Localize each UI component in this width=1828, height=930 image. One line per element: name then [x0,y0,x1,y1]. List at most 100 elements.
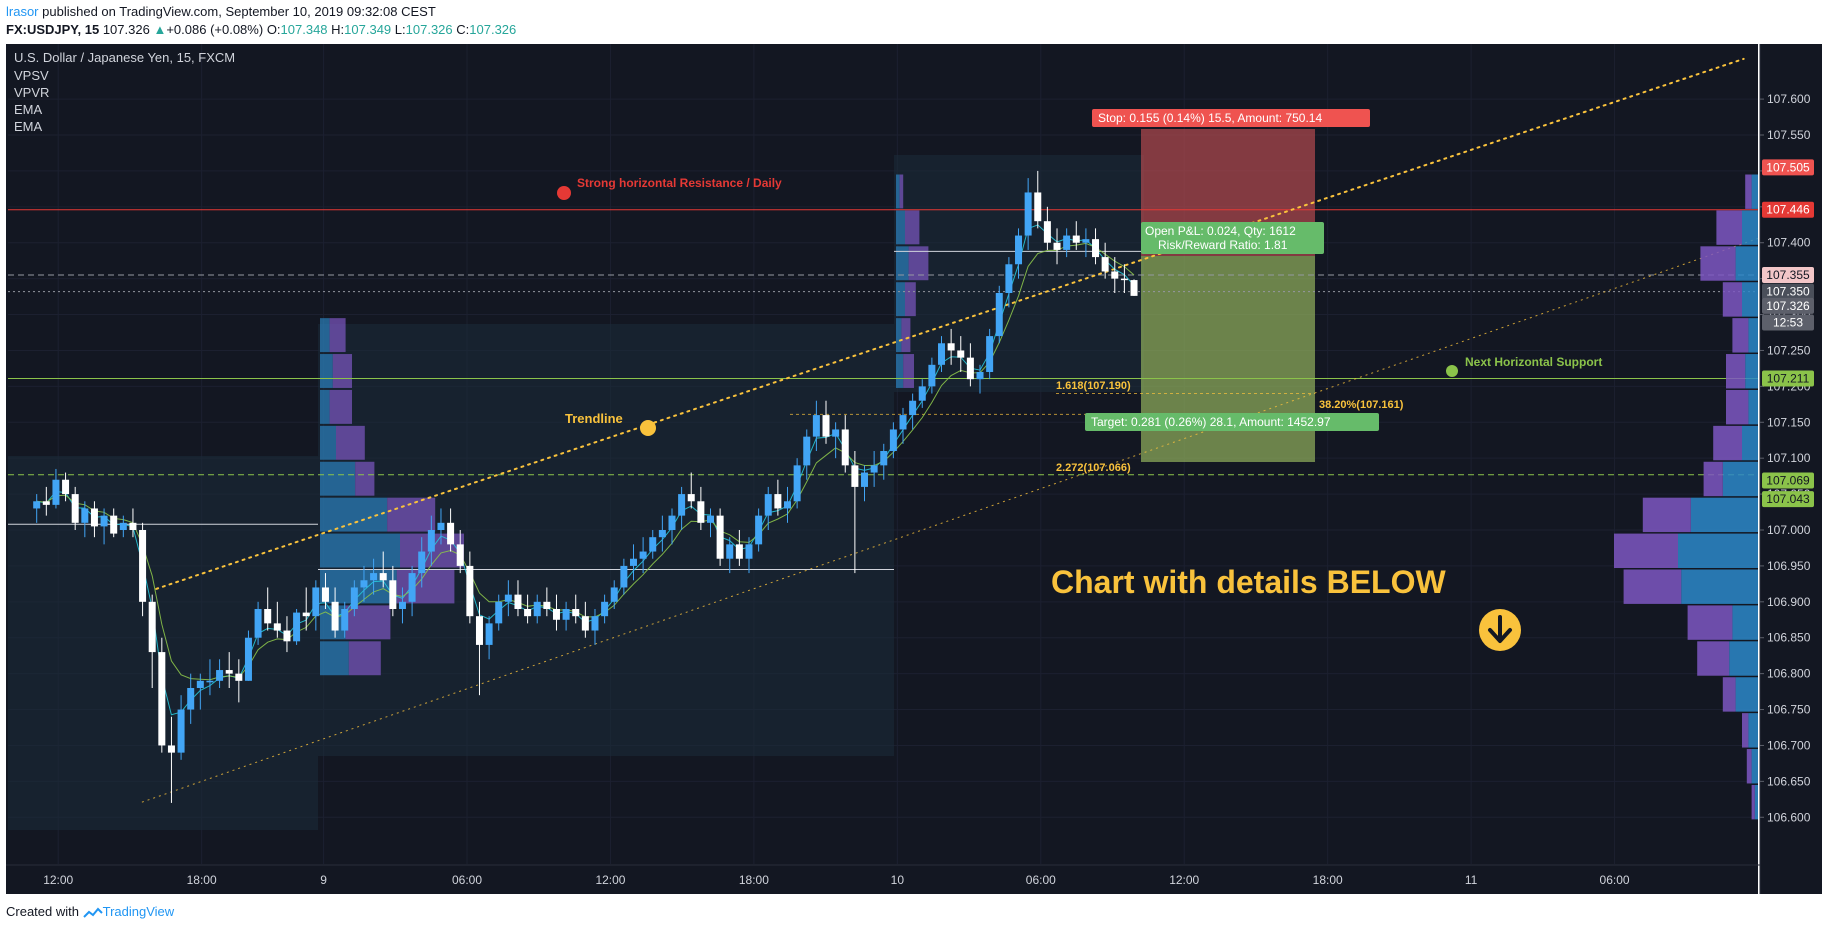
vp-down-bar [1745,174,1752,209]
price-chart[interactable]: 107.600107.550107.500107.450107.400107.3… [0,44,1828,894]
session-profile-down-bar [336,425,365,460]
price-tag-bg [1762,159,1814,176]
time-axis[interactable]: 12:00 18:00 9 06:00 12:00 18:00 10 06:00 12:00 18… [43,873,1630,887]
upper-trendline [155,57,1745,590]
session-profile-up-bar [320,354,333,388]
legend-study-vpsv[interactable]: VPSV [14,68,49,83]
vp-up-bar [1729,641,1758,676]
price-tick-label: 106.800 [1767,667,1811,681]
candle [475,616,483,645]
candle [148,601,156,653]
session-profile-down-bar [332,354,352,388]
time-tick-label: 18:00 [187,873,217,887]
author-link[interactable]: lrasor [6,4,39,19]
candle [524,609,532,617]
created-with: Created with [6,904,79,919]
candle [957,350,965,358]
candle [456,544,464,566]
candle [71,494,79,523]
candle [370,573,378,581]
pnl-line-2: Risk/Reward Ratio: 1.81 [1158,238,1288,252]
candle [158,652,166,746]
vp-up-bar [1748,318,1758,353]
vp-down-bar [1642,497,1691,533]
time-tick-label: 06:00 [452,873,482,887]
candle [1130,280,1138,296]
candle [485,623,493,645]
trendlines [141,57,1759,803]
vp-down-bar [1697,641,1730,676]
candle [909,400,917,416]
candlesticks [33,170,1138,803]
candle [986,336,994,372]
candle [139,530,147,602]
candle [870,465,878,473]
candle [466,565,474,617]
low-value: 107.326 [405,22,453,37]
candle [254,609,262,638]
symbol-label: FX:USDJPY, 15 [6,22,100,37]
candle [167,745,175,753]
close-value: 107.326 [469,22,517,37]
candle [495,601,503,624]
pnl-box[interactable] [1141,222,1324,254]
vp-down-bar [1742,713,1749,748]
price-tick-label: 107.250 [1767,343,1811,357]
candle [273,623,281,631]
tradingview-link[interactable]: TradingView [102,904,175,919]
candle [321,587,329,602]
candle [995,293,1003,337]
legend-study-vpvr[interactable]: VPVR [14,85,49,100]
candle [119,522,127,530]
candle [1063,235,1071,250]
resistance-marker[interactable] [557,186,571,200]
candle [678,494,686,516]
vp-down-bar [1751,784,1755,820]
candle [293,612,301,642]
legend-study-ema-1[interactable]: EMA [14,102,43,117]
stop-label-box[interactable] [1092,109,1370,127]
candle [187,688,195,710]
vp-down-bar [1726,354,1746,389]
session-profile-up-bar [896,354,904,388]
candle [360,580,368,588]
vp-down-bar [1713,425,1742,461]
target-label-box[interactable] [1085,413,1379,431]
vp-down-bar [1716,210,1742,245]
footer: Created with TradingView [6,904,174,919]
trendline-marker[interactable] [640,420,656,436]
candle [225,670,233,674]
publish-date: published on TradingView.com, September … [42,4,436,19]
candle [398,601,406,609]
candle [918,386,926,401]
vp-down-bar [1700,246,1736,281]
price-tick-label: 106.700 [1767,738,1811,752]
session-profile-down-bar [903,354,914,388]
ohlc-strip: FX:USDJPY, 15 107.326 ▲+0.086 (+0.08%) O… [6,22,516,37]
legend-study-ema-2[interactable]: EMA [14,119,43,134]
vp-down-bar [1703,461,1723,497]
session-profile-down-bar [329,318,346,353]
candle [880,451,888,466]
support-marker[interactable] [1446,365,1458,377]
candle [504,594,512,602]
price-tag: 12:53 [1773,315,1803,329]
candle [716,515,724,559]
fib-1618-label: 1.618(107.190) [1056,380,1131,392]
candle [110,515,118,534]
candle [783,501,791,509]
time-tick-label: 18:00 [1313,873,1343,887]
session-profile-up-bar [320,318,330,353]
candle [350,587,358,609]
session-profile-down-bar [899,174,904,209]
close-label: C: [456,22,470,37]
price-tick-label: 107.000 [1767,523,1811,537]
target-zone [1141,256,1315,462]
high-label: H: [331,22,345,37]
candle [302,612,310,617]
candle [514,594,522,609]
candle [1024,192,1032,236]
candle [697,501,705,523]
candle [938,343,946,365]
price-tick-label: 106.650 [1767,774,1811,788]
